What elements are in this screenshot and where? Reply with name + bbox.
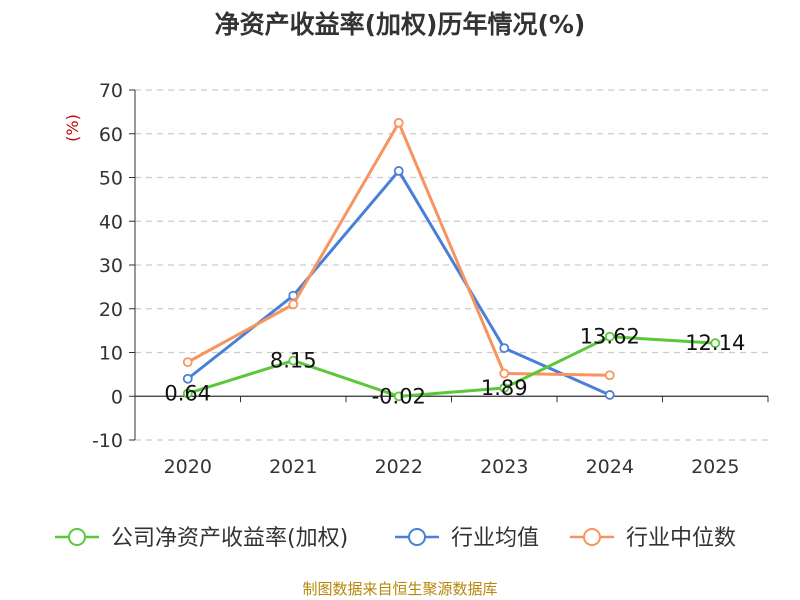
series-point-1 (499, 343, 510, 354)
series-point-1 (182, 373, 193, 384)
legend-label: 公司净资产收益率(加权) (111, 526, 348, 551)
axes: -10 0 10 20 30 40 50 60 70 2020 2021 2022 2023 2024 20… (92, 80, 769, 478)
data-label: -0.02 (372, 384, 426, 408)
grid-lines (135, 89, 768, 441)
series-point-0 (604, 331, 615, 342)
x-tick-label: 2025 (691, 456, 739, 478)
y-tick-label: 20 (99, 299, 123, 321)
legend-marker-icon (583, 528, 601, 546)
series-point-2 (604, 370, 615, 381)
data-label: 0.64 (164, 381, 211, 405)
legend-marker-icon (408, 528, 426, 546)
y-tick-label: 70 (99, 80, 123, 102)
y-tick-label: 0 (111, 386, 123, 408)
y-tick-label: -10 (92, 430, 123, 452)
legend-label: 行业中位数 (626, 526, 736, 551)
y-tick-label: 30 (99, 255, 123, 277)
legend-marker-icon (68, 528, 86, 546)
chart-title: 净资产收益率(加权)历年情况(%) (215, 10, 586, 39)
series-line-2 (187, 121, 610, 377)
y-tick-label: 10 (99, 343, 123, 365)
legend-item-1[interactable]: 行业均值 (395, 526, 539, 551)
x-tick-label: 2022 (375, 456, 423, 478)
x-tick-label: 2023 (480, 456, 528, 478)
series-line-1 (186, 169, 611, 397)
series-point-0 (288, 355, 299, 366)
y-tick-label: 40 (99, 211, 123, 233)
legend-item-0[interactable]: 公司净资产收益率(加权) (55, 526, 348, 551)
data-label: 13.62 (580, 325, 640, 349)
data-label: 1.89 (481, 376, 528, 400)
legend-item-2[interactable]: 行业中位数 (570, 526, 736, 551)
series-point-0 (393, 391, 404, 402)
series-point-0 (710, 338, 721, 349)
series-point-2 (182, 357, 193, 368)
series-point-2 (393, 117, 404, 128)
series-point-2 (499, 368, 510, 379)
series-point-2 (288, 299, 299, 310)
data-label: 12.14 (685, 331, 745, 355)
legend[interactable]: 公司净资产收益率(加权) 行业均值 行业中位数 (55, 526, 736, 551)
series-point-0 (182, 388, 193, 399)
series-line-0 (187, 335, 716, 398)
data-labels: 0.64 8.15 -0.02 1.89 13.62 12.14 (164, 325, 745, 409)
y-axis-unit: (%) (63, 114, 82, 142)
y-tick-label: 60 (99, 124, 123, 146)
x-tick-label: 2021 (269, 456, 317, 478)
series-group (182, 117, 721, 402)
series-point-1 (393, 166, 404, 176)
x-tick-label: 2024 (586, 456, 634, 478)
data-source-note: 制图数据来自恒生聚源数据库 (302, 580, 497, 598)
data-label: 8.15 (270, 349, 317, 373)
series-point-1 (604, 390, 615, 400)
x-tick-label: 2020 (164, 456, 212, 478)
legend-label: 行业均值 (451, 526, 539, 551)
series-point-0 (499, 383, 510, 393)
y-tick-label: 50 (99, 168, 123, 190)
